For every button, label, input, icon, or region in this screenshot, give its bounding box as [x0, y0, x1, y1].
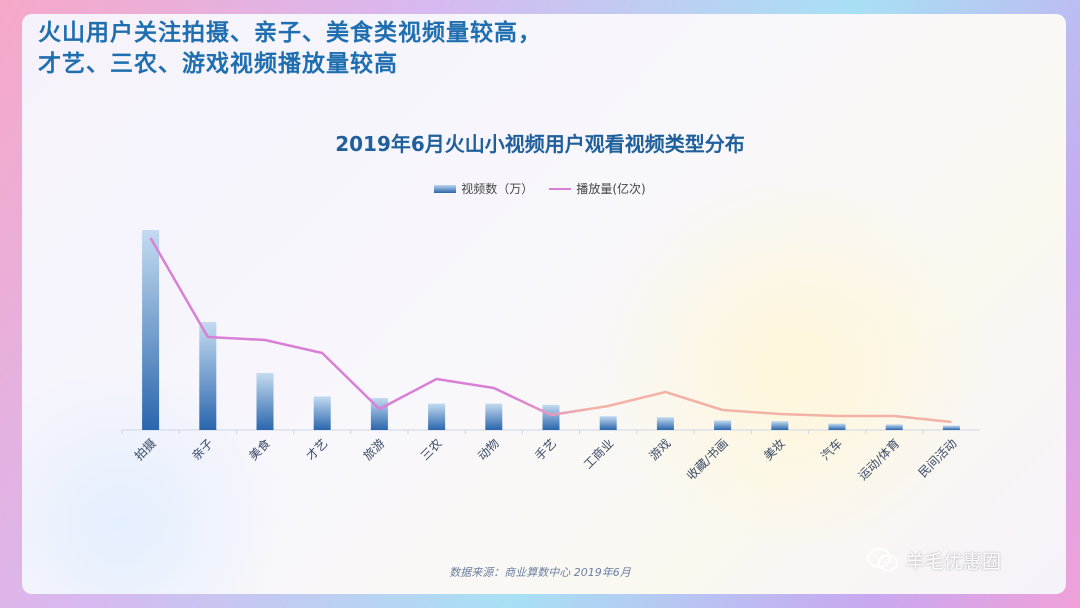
- play-count-line: [149, 237, 952, 424]
- x-tick-label-4: 才艺: [303, 436, 330, 463]
- bar-13: [828, 423, 846, 430]
- bar-14: [885, 424, 903, 430]
- x-tick-label-2: 亲子: [189, 436, 216, 463]
- bar-15: [942, 425, 960, 430]
- slide-card: [22, 14, 1066, 594]
- bar-2: [199, 322, 217, 430]
- bar-6: [428, 403, 446, 430]
- bar-3: [256, 373, 274, 430]
- data-source-note: 数据来源：商业算数中心 2019年6月: [449, 566, 631, 579]
- bar-12: [771, 421, 789, 430]
- bar-4: [313, 396, 331, 430]
- legend-item-video-count: 视频数（万）: [434, 180, 533, 197]
- headline-line-1: 火山用户关注拍摄、亲子、美食类视频量较高，: [38, 20, 542, 46]
- x-tick-label-3: 美食: [246, 436, 274, 464]
- x-tick-label-15: 民间活动: [916, 436, 960, 480]
- headline-line-2: 才艺、三农、游戏视频播放量较高: [38, 51, 398, 77]
- x-tick-label-6: 三农: [418, 436, 445, 463]
- chart-title: 2019年6月火山小视频用户观看视频类型分布: [335, 132, 745, 156]
- wechat-icon: [867, 548, 898, 572]
- bar-9: [599, 416, 617, 430]
- watermark: 羊毛优惠圈: [866, 546, 1001, 574]
- x-tick-label-12: 美妆: [761, 436, 788, 463]
- headline: 火山用户关注拍摄、亲子、美食类视频量较高， 才艺、三农、游戏视频播放量较高: [38, 18, 542, 80]
- legend-label-play-count: 播放量(亿次): [576, 182, 646, 196]
- x-tick-label-8: 手艺: [532, 436, 559, 463]
- watermark-text: 羊毛优惠圈: [906, 550, 1002, 573]
- x-tick-label-7: 动物: [475, 436, 502, 463]
- legend-label-video-count: 视频数（万）: [461, 182, 534, 196]
- bar-7: [485, 403, 503, 430]
- x-tick-label-9: 工商业: [580, 436, 616, 472]
- bar-8: [542, 404, 560, 430]
- legend-line-swatch: [549, 187, 572, 190]
- x-tick-label-5: 旅游: [361, 436, 388, 463]
- legend-item-play-count: 播放量(亿次): [549, 180, 646, 197]
- x-tick-label-14: 运动/体育: [855, 436, 902, 483]
- x-tick-label-13: 汽车: [818, 436, 846, 464]
- x-tick-label-11: 收藏/书画: [684, 436, 731, 483]
- legend-bar-swatch: [434, 184, 457, 193]
- bar-1: [142, 230, 160, 430]
- bar-10: [656, 417, 674, 430]
- bar-11: [714, 420, 732, 430]
- x-tick-label-10: 游戏: [647, 436, 674, 463]
- chart-legend: 视频数（万） 播放量(亿次): [0, 180, 1080, 197]
- x-tick-label-1: 拍摄: [131, 436, 159, 464]
